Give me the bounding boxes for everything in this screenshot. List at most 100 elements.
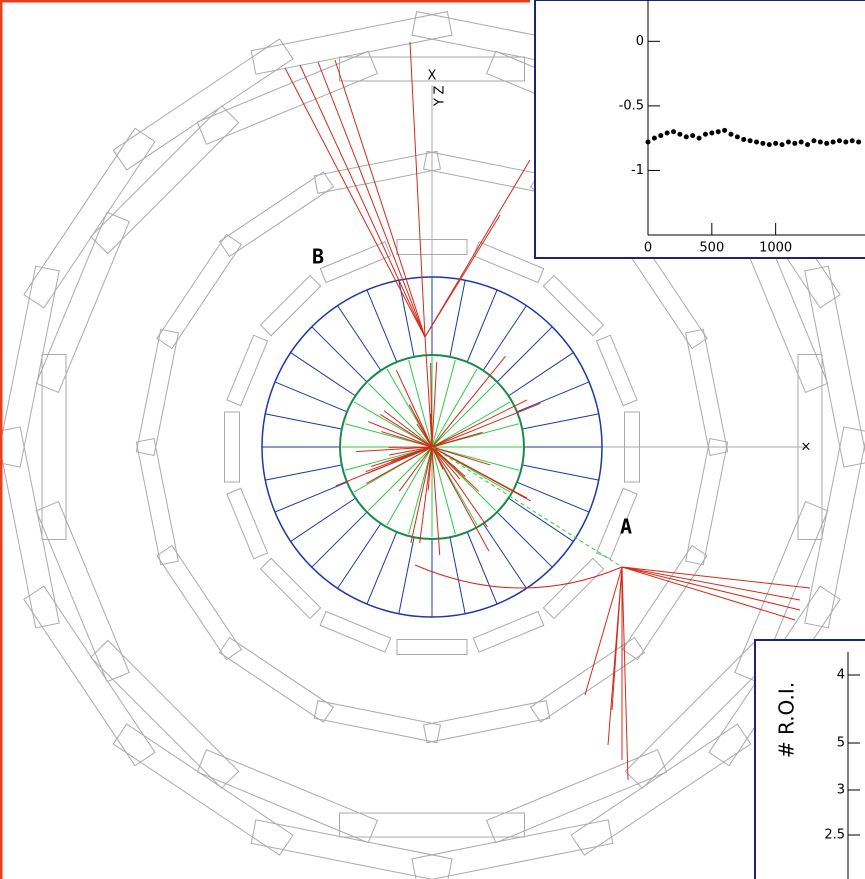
chamber — [226, 334, 269, 407]
cell — [311, 326, 368, 383]
track — [431, 446, 441, 556]
chamber — [23, 585, 156, 767]
chamber — [224, 411, 240, 483]
y-tick-label: 3 — [837, 783, 845, 798]
track — [367, 421, 433, 448]
chamber — [23, 127, 156, 309]
data-point — [824, 140, 830, 146]
track — [380, 414, 433, 448]
track — [621, 566, 629, 781]
tracker-layer — [368, 383, 433, 448]
tracker-layer — [431, 446, 456, 535]
chamber — [196, 50, 379, 145]
tracker-layer — [386, 446, 433, 526]
chamber — [804, 426, 865, 629]
cell — [508, 497, 574, 542]
chamber — [685, 328, 729, 457]
cell — [522, 464, 599, 481]
cell — [522, 413, 599, 430]
data-point — [843, 139, 849, 145]
chamber — [259, 557, 322, 620]
track — [356, 446, 433, 453]
data-point — [690, 133, 696, 139]
data-point — [754, 139, 759, 145]
chamber — [319, 241, 392, 284]
chamber — [595, 487, 638, 560]
chamber — [485, 749, 668, 844]
cell — [496, 326, 553, 383]
track — [431, 446, 480, 492]
tracker-layer — [344, 423, 433, 448]
data-point — [677, 131, 683, 137]
data-point — [798, 139, 804, 145]
chamber — [250, 11, 453, 75]
data-point — [722, 127, 728, 133]
data-point — [792, 140, 798, 146]
data-point — [715, 129, 721, 135]
chamber — [218, 636, 335, 723]
data-point — [805, 142, 811, 148]
chamber — [621, 544, 708, 661]
data-point — [734, 134, 740, 140]
data-point — [747, 138, 753, 144]
cell — [290, 352, 356, 397]
track — [424, 336, 433, 448]
chamber — [685, 437, 729, 566]
chamber — [313, 150, 442, 194]
cell — [482, 523, 527, 589]
data-point — [709, 130, 715, 136]
chamber — [422, 700, 551, 744]
inset-bottom: # R.O.I. 4 5 3 2.5 — [754, 639, 865, 879]
chamber — [570, 723, 752, 856]
chamber — [595, 334, 638, 407]
chamber — [804, 265, 865, 468]
data-point — [836, 138, 842, 144]
chamber — [529, 636, 646, 723]
chamber — [35, 500, 130, 683]
y-tick-label: 4 — [837, 668, 845, 683]
chamber — [156, 233, 243, 350]
cell — [508, 352, 574, 397]
cell — [366, 289, 398, 363]
cell — [311, 511, 368, 568]
chamber — [0, 426, 60, 629]
axis-label: Z — [433, 85, 448, 94]
cell — [366, 531, 398, 605]
track — [611, 566, 623, 711]
track — [284, 67, 426, 338]
cell — [496, 511, 553, 568]
cell — [274, 381, 348, 413]
tracker-layer — [353, 401, 433, 448]
data-point — [785, 139, 791, 145]
tracker-layer — [431, 446, 520, 471]
track — [414, 564, 623, 589]
data-point — [741, 136, 747, 142]
tracker-layer — [431, 368, 478, 448]
x-tick-label: 0 — [644, 241, 652, 256]
axis-label: Y — [433, 98, 448, 107]
data-point — [645, 139, 651, 145]
y-tick-label: -0.5 — [619, 98, 644, 113]
chamber — [472, 610, 545, 653]
data-point — [817, 139, 823, 145]
cell — [466, 289, 498, 363]
chamber — [250, 819, 453, 879]
track — [431, 446, 532, 502]
y-tick-label: 0 — [636, 34, 644, 49]
detector-display: × — [0, 11, 865, 879]
tracker-layer — [431, 401, 511, 448]
jet-label: A — [620, 515, 632, 539]
data-point — [773, 140, 779, 146]
inset-frame — [754, 639, 865, 879]
track — [366, 446, 433, 484]
data-point — [664, 130, 670, 136]
chamber — [259, 274, 322, 337]
y-axis-label: # R.O.I. — [775, 682, 799, 758]
chamber — [112, 38, 294, 171]
track — [410, 446, 433, 543]
track — [389, 446, 433, 456]
cell — [516, 481, 590, 513]
track — [317, 61, 426, 338]
chamber — [90, 639, 240, 789]
